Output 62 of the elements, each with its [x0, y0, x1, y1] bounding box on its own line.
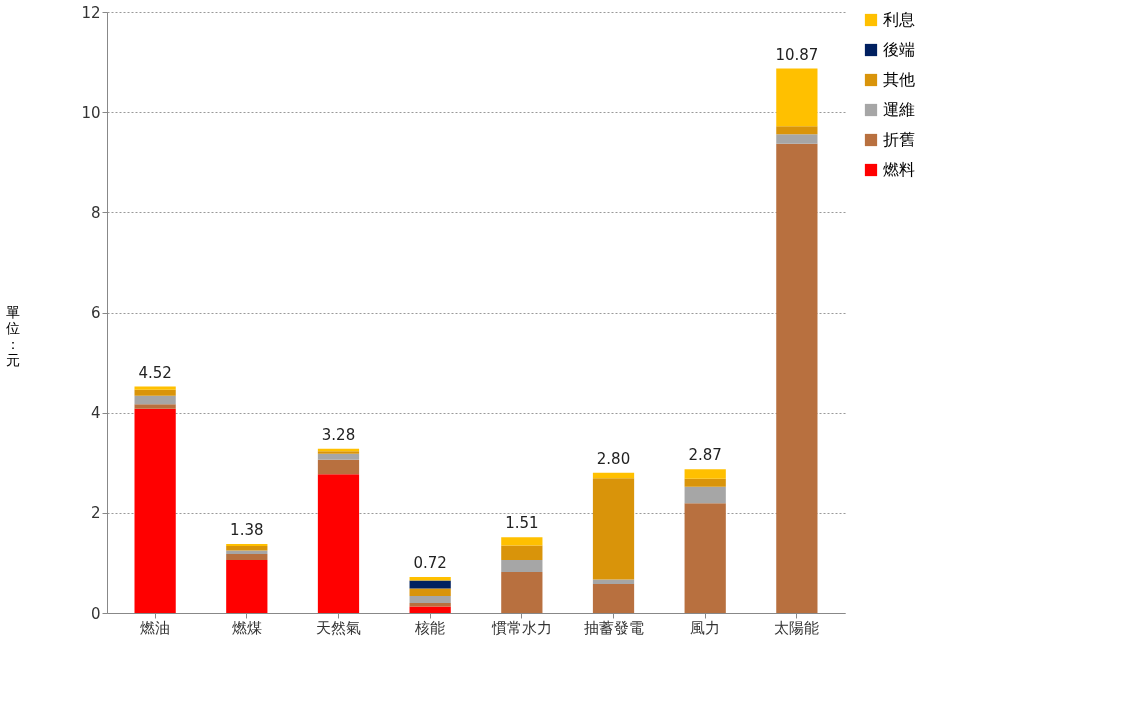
- bar: [226, 543, 268, 546]
- bar: [501, 545, 543, 560]
- total-label: 2.80: [596, 449, 631, 468]
- bar: [317, 474, 360, 613]
- bar: [409, 595, 451, 603]
- bar: [226, 553, 268, 560]
- total-label: 10.87: [775, 45, 819, 64]
- bar: [501, 537, 543, 546]
- y-tick-label: 12: [81, 3, 101, 22]
- bar: [592, 478, 635, 580]
- total-label: 1.38: [230, 520, 264, 539]
- bar: [592, 579, 635, 584]
- total-label: 3.28: [321, 425, 356, 444]
- bar: [134, 395, 176, 405]
- bar: [592, 583, 635, 613]
- x-tick-label: 燃煤: [231, 618, 262, 637]
- y-tick-label: 4: [90, 404, 101, 423]
- bar: [684, 486, 726, 504]
- x-tick-label: 太陽能: [774, 618, 820, 637]
- bar: [226, 559, 268, 613]
- y-tick-label: 0: [90, 604, 101, 623]
- bar: [684, 478, 726, 487]
- bar: [134, 386, 176, 390]
- bar: [317, 459, 360, 475]
- total-label: 1.51: [505, 514, 539, 533]
- x-tick-label: 燃油: [140, 618, 171, 637]
- legend-label: 燃料: [883, 160, 915, 179]
- x-tick-label: 慣常水力: [490, 618, 552, 637]
- bar: [501, 559, 543, 572]
- legend-label: 其他: [883, 70, 915, 89]
- bar: [592, 472, 635, 479]
- bar: [501, 571, 543, 613]
- bar: [317, 453, 360, 460]
- legend-label: 運維: [883, 100, 915, 119]
- bar: [684, 503, 726, 613]
- x-tick-label: 風力: [690, 618, 721, 637]
- total-label: 4.52: [138, 363, 172, 382]
- bar: [134, 389, 176, 396]
- legend-label: 利息: [883, 10, 915, 29]
- bar: [776, 68, 818, 127]
- bar: [409, 580, 451, 589]
- bar: [409, 588, 451, 596]
- bar: [776, 134, 818, 144]
- x-tick-label: 核能: [414, 618, 446, 637]
- bar: [134, 404, 176, 409]
- legend-label: 折舊: [883, 130, 915, 149]
- legend-label: 後端: [883, 40, 915, 59]
- y-axis-title: 單位：元: [6, 304, 21, 368]
- bar: [776, 143, 818, 613]
- bar: [776, 126, 818, 135]
- bar: [684, 469, 726, 479]
- bar: [134, 408, 176, 613]
- bar: [409, 606, 451, 613]
- y-tick-label: 2: [90, 504, 101, 523]
- y-tick-label: 10: [81, 103, 101, 122]
- y-tick-label: 6: [90, 304, 101, 322]
- x-tick-label: 抽蓄發電: [583, 618, 644, 637]
- total-label: 2.87: [688, 446, 722, 465]
- y-tick-label: 8: [90, 203, 101, 222]
- total-label: 0.72: [413, 553, 447, 572]
- bar: [226, 550, 268, 554]
- x-tick-label: 天然氣: [315, 618, 361, 637]
